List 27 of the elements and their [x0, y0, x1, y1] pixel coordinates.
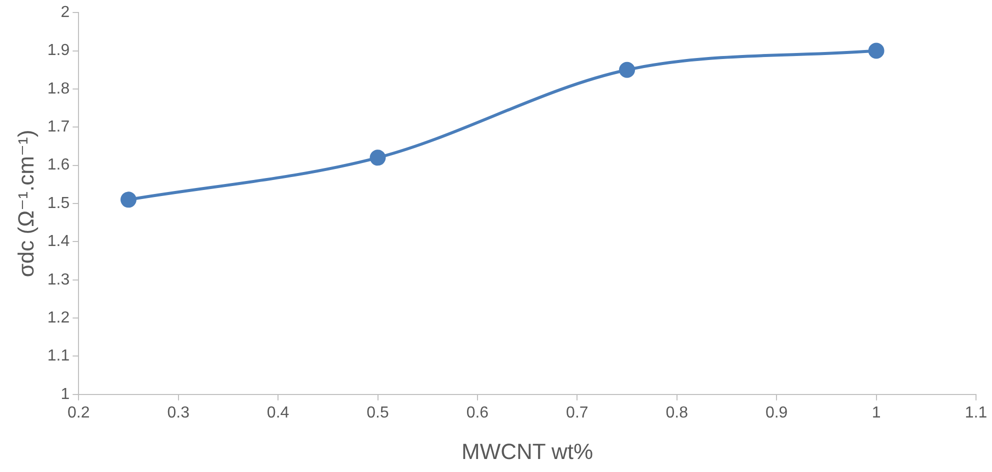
x-tick-label: 0.2 — [68, 404, 90, 422]
x-tick-label: 0.4 — [266, 404, 290, 422]
y-tick-label: 1.8 — [47, 80, 70, 98]
x-tick-label: 1.1 — [964, 404, 988, 422]
point — [619, 62, 636, 78]
y-tick-label: 1 — [60, 386, 70, 403]
y-tick-label: 1.7 — [47, 118, 70, 136]
x-tick-label: 1 — [872, 404, 881, 422]
y-axis-title: σdc (Ω⁻¹.cm⁻¹) — [13, 130, 38, 278]
x-tick-label: 0.3 — [167, 404, 190, 422]
point — [120, 192, 136, 208]
y-tick-label: 1.2 — [47, 309, 70, 326]
x-tick-label: 0.7 — [566, 404, 588, 422]
x-axis-title: MWCNT wt% — [462, 438, 594, 464]
x-tick-label: 0.6 — [466, 404, 489, 422]
x-tick-label: 0.8 — [666, 404, 688, 422]
y-tick-label: 1.5 — [47, 194, 70, 212]
y-tick-label: 2 — [60, 4, 70, 22]
point — [868, 42, 884, 59]
x-tick-label: 0.9 — [765, 404, 788, 422]
x-tick-label: 0.5 — [366, 404, 389, 422]
y-tick-label: 1.4 — [47, 233, 70, 250]
point — [370, 150, 386, 166]
y-tick-label: 1.3 — [47, 271, 70, 288]
y-tick-label: 1.6 — [47, 156, 70, 174]
y-tick-label: 1.9 — [47, 42, 70, 60]
y-tick-label: 1.1 — [47, 348, 70, 365]
